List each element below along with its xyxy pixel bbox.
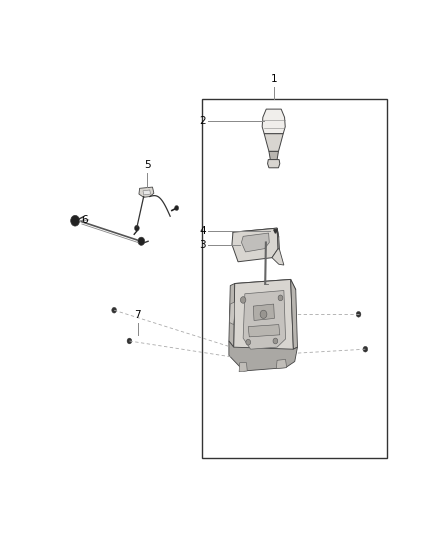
- Text: 4: 4: [199, 227, 206, 237]
- Polygon shape: [253, 304, 274, 320]
- Circle shape: [246, 340, 251, 345]
- Circle shape: [138, 237, 145, 245]
- Polygon shape: [233, 279, 293, 363]
- Circle shape: [112, 308, 117, 313]
- Polygon shape: [277, 228, 279, 249]
- Polygon shape: [262, 109, 285, 134]
- Circle shape: [363, 346, 368, 352]
- Polygon shape: [230, 302, 235, 325]
- Polygon shape: [264, 134, 283, 151]
- Text: 6: 6: [81, 215, 88, 225]
- Polygon shape: [232, 228, 278, 262]
- Polygon shape: [272, 248, 284, 265]
- Polygon shape: [229, 341, 297, 371]
- Bar: [202, 99, 387, 458]
- Circle shape: [134, 225, 139, 231]
- Polygon shape: [268, 159, 280, 168]
- Circle shape: [240, 297, 246, 303]
- Text: 7: 7: [134, 310, 141, 320]
- Polygon shape: [143, 190, 151, 195]
- Polygon shape: [276, 359, 286, 368]
- Polygon shape: [233, 228, 279, 241]
- Text: 1: 1: [270, 74, 277, 84]
- Polygon shape: [229, 284, 235, 347]
- Circle shape: [273, 338, 278, 344]
- Polygon shape: [269, 151, 279, 159]
- Circle shape: [260, 310, 267, 318]
- Text: 5: 5: [144, 160, 150, 170]
- Polygon shape: [239, 363, 247, 372]
- Circle shape: [71, 215, 80, 226]
- Polygon shape: [291, 279, 297, 349]
- Polygon shape: [241, 233, 269, 252]
- Circle shape: [278, 295, 283, 301]
- Text: 2: 2: [199, 116, 206, 126]
- Polygon shape: [243, 290, 286, 349]
- Circle shape: [127, 338, 132, 344]
- Circle shape: [175, 206, 179, 211]
- Circle shape: [356, 311, 361, 317]
- Polygon shape: [248, 325, 280, 337]
- Polygon shape: [139, 187, 154, 197]
- Polygon shape: [235, 279, 296, 294]
- Text: 3: 3: [199, 239, 206, 249]
